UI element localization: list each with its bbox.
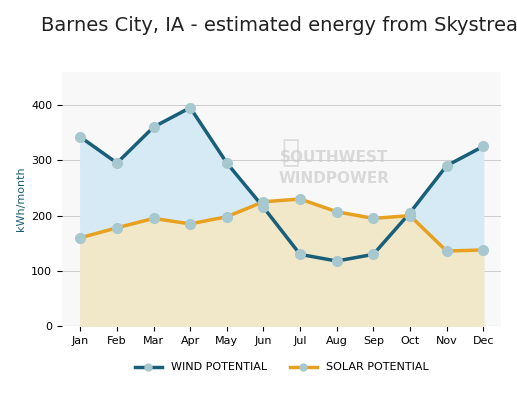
Text: SOUTHWEST
WINDPOWER: SOUTHWEST WINDPOWER (279, 150, 390, 186)
Legend: WIND POTENTIAL, SOLAR POTENTIAL: WIND POTENTIAL, SOLAR POTENTIAL (130, 358, 433, 377)
Text: 〜: 〜 (281, 139, 300, 168)
Y-axis label: kWh/month: kWh/month (16, 167, 26, 231)
Text: Barnes City, IA - estimated energy from Skystream Hybrid 6: Barnes City, IA - estimated energy from … (41, 16, 517, 35)
Bar (62, 326, 501, 338)
